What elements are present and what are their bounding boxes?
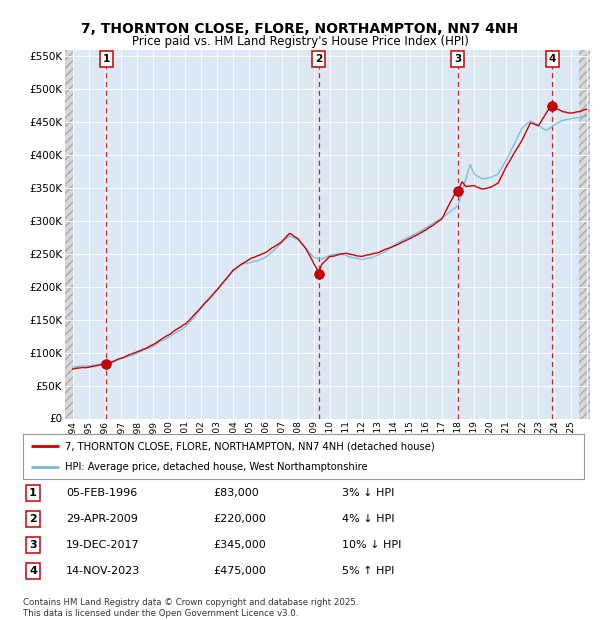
Text: 4% ↓ HPI: 4% ↓ HPI [342, 514, 395, 524]
Text: 3: 3 [29, 540, 37, 550]
Bar [65, 50, 73, 419]
Text: 7, THORNTON CLOSE, FLORE, NORTHAMPTON, NN7 4NH (detached house): 7, THORNTON CLOSE, FLORE, NORTHAMPTON, N… [65, 441, 434, 451]
Text: 2: 2 [316, 54, 323, 64]
Text: 4: 4 [29, 566, 37, 576]
Text: £220,000: £220,000 [213, 514, 266, 524]
Text: £475,000: £475,000 [213, 566, 266, 576]
Text: 4: 4 [549, 54, 556, 64]
Text: 2: 2 [29, 514, 37, 524]
Text: £83,000: £83,000 [213, 488, 259, 498]
Text: 1: 1 [29, 488, 37, 498]
Text: 10% ↓ HPI: 10% ↓ HPI [342, 540, 401, 550]
Bar [578, 50, 590, 419]
Text: 14-NOV-2023: 14-NOV-2023 [66, 566, 140, 576]
Text: Contains HM Land Registry data © Crown copyright and database right 2025.
This d: Contains HM Land Registry data © Crown c… [23, 598, 358, 618]
Text: 1: 1 [103, 54, 110, 64]
Text: 3: 3 [454, 54, 461, 64]
Text: £345,000: £345,000 [213, 540, 266, 550]
Text: 29-APR-2009: 29-APR-2009 [66, 514, 138, 524]
Text: 19-DEC-2017: 19-DEC-2017 [66, 540, 140, 550]
Text: Price paid vs. HM Land Registry's House Price Index (HPI): Price paid vs. HM Land Registry's House … [131, 35, 469, 48]
Text: 5% ↑ HPI: 5% ↑ HPI [342, 566, 394, 576]
Text: 05-FEB-1996: 05-FEB-1996 [66, 488, 137, 498]
Text: 7, THORNTON CLOSE, FLORE, NORTHAMPTON, NN7 4NH: 7, THORNTON CLOSE, FLORE, NORTHAMPTON, N… [82, 22, 518, 37]
Text: 3% ↓ HPI: 3% ↓ HPI [342, 488, 394, 498]
Text: HPI: Average price, detached house, West Northamptonshire: HPI: Average price, detached house, West… [65, 463, 367, 472]
